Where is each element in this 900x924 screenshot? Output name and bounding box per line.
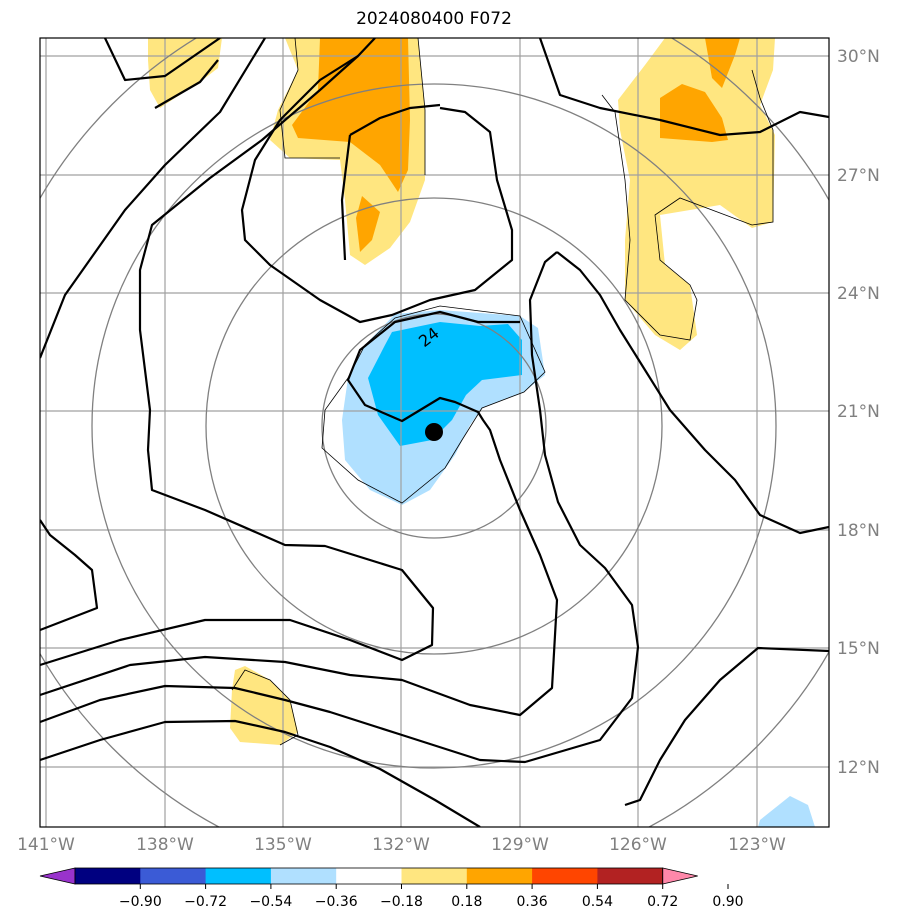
colorbar-segment — [466, 868, 533, 884]
colorbar-segment — [205, 868, 272, 884]
lon-label: 126°W — [609, 835, 667, 855]
contour-12 — [40, 719, 481, 827]
colorbar-segment — [336, 868, 402, 884]
colorbar-tick-label: 0.36 — [517, 894, 548, 910]
thin-contour-south — [231, 669, 299, 746]
shade-orange-northeast-1 — [705, 38, 740, 88]
thin-contour-north — [279, 38, 426, 175]
contour-2 — [104, 38, 221, 82]
lat-label: 30°N — [837, 47, 880, 67]
lat-label: 24°N — [837, 284, 880, 304]
contour-11 — [556, 251, 829, 535]
graticule — [40, 38, 829, 827]
thick-contours — [40, 38, 829, 827]
contour-1 — [40, 38, 266, 359]
colorbar-extend-max — [662, 867, 698, 885]
range-rings — [40, 38, 829, 827]
map-frame — [39, 37, 830, 828]
lat-label: 27°N — [837, 166, 880, 186]
colorbar-segment — [140, 868, 207, 884]
contour-8 — [349, 103, 441, 136]
colorbar-tick-label: −0.18 — [380, 894, 423, 910]
colorbar-tick-label: 0.54 — [582, 894, 613, 910]
colorbar-segment — [270, 868, 337, 884]
thin-contours — [231, 38, 774, 746]
negative-shading — [342, 310, 815, 827]
shade-orange-north-2 — [292, 38, 410, 192]
lon-label: 129°W — [491, 835, 549, 855]
shade-blue-center — [368, 322, 522, 446]
colorbar-tick-label: 0.90 — [712, 894, 743, 910]
storm-center-marker-icon — [425, 423, 443, 441]
contour-10 — [40, 251, 640, 764]
colorbar-tick-label: 0.18 — [451, 894, 482, 910]
colorbar-segment — [401, 868, 468, 884]
thin-contour-center — [321, 305, 546, 504]
colorbar: −0.90 −0.72 −0.54 −0.36 −0.18 0.18 0.36 0.54 0.7… — [39, 867, 744, 910]
shade-yellow-south — [230, 666, 298, 745]
lon-label: 132°W — [372, 835, 430, 855]
map-title: 2024080400 F072 — [356, 9, 512, 29]
colorbar-tick-label: −0.54 — [249, 894, 292, 910]
colorbar-segment — [75, 868, 141, 884]
lat-label: 18°N — [837, 521, 880, 541]
lon-label: 135°W — [254, 835, 312, 855]
latitude-labels: 30°N 27°N 24°N 21°N 18°N 15°N 12°N — [837, 47, 880, 778]
shade-yellow-northeast — [618, 38, 775, 350]
lat-label: 12°N — [837, 758, 880, 778]
lon-label: 123°W — [728, 835, 786, 855]
thin-contour-northeast — [601, 69, 774, 341]
colorbar-tick-label: −0.36 — [315, 894, 358, 910]
lon-label: 138°W — [136, 835, 194, 855]
contour-3 — [154, 59, 219, 109]
contour-6 — [40, 310, 559, 717]
longitude-labels: 141°W 138°W 135°W 132°W 129°W 126°W 123°… — [17, 835, 786, 855]
colorbar-tick-label: 0.72 — [647, 894, 678, 910]
contour-13 — [538, 38, 829, 137]
colorbar-tick-label: −0.72 — [184, 894, 227, 910]
lat-label: 21°N — [837, 402, 880, 422]
colorbar-segment — [532, 868, 598, 884]
lat-label: 15°N — [837, 639, 880, 659]
range-ring-3 — [91, 83, 777, 769]
shade-lightblue-southeast — [758, 796, 815, 827]
contour-5 — [40, 38, 435, 667]
contour-14 — [624, 646, 829, 807]
contour-4 — [40, 519, 99, 632]
range-ring-2 — [205, 197, 663, 655]
colorbar-extend-min — [39, 867, 76, 885]
contour-7 — [240, 55, 514, 324]
colorbar-segment — [597, 868, 664, 884]
colorbar-outline — [74, 867, 664, 885]
contour-9 — [340, 134, 352, 261]
colorbar-tick-label: −0.90 — [119, 894, 162, 910]
lon-label: 141°W — [17, 835, 75, 855]
shade-orange-northeast-2 — [660, 84, 728, 142]
